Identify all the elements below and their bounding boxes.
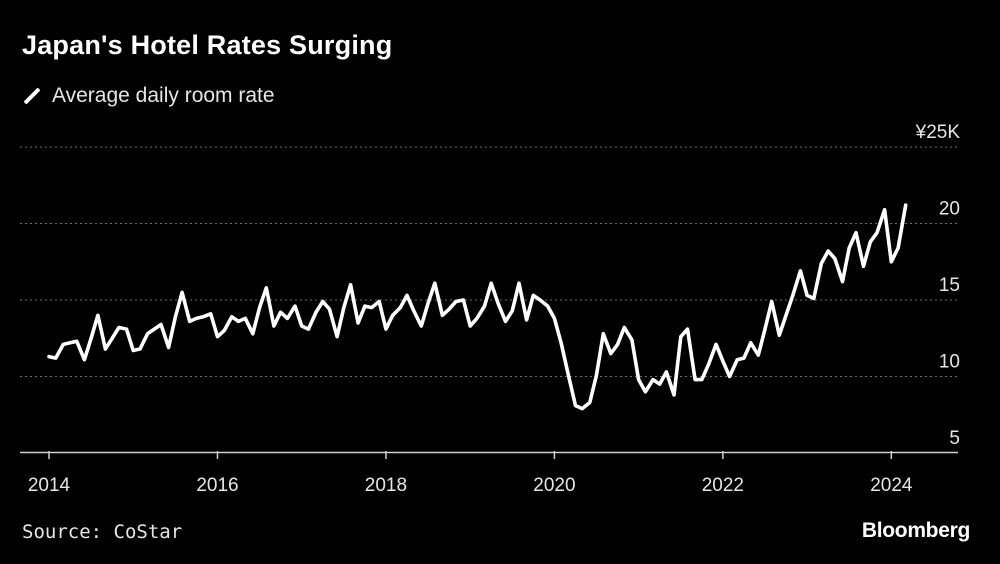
series-line-average-daily-room-rate [47,203,908,411]
x-tick-label: 2024 [870,475,913,496]
x-tick-label: 2018 [365,475,407,496]
y-tick-label: 5 [949,428,960,449]
y-tick-label: ¥25K [915,122,961,143]
legend-label: Average daily room rate [52,84,275,107]
x-tick-label: 2020 [533,475,575,496]
y-tick-label: 20 [939,199,960,220]
x-tick-label: 2014 [28,475,71,496]
y-tick-label: 10 [939,352,960,373]
x-tick-label: 2016 [196,475,238,496]
source-note: Source: CoStar [22,521,183,543]
bloomberg-logo: Bloomberg [861,519,970,542]
y-tick-label: 15 [939,275,960,296]
x-tick-label: 2022 [702,475,744,496]
chart-legend: Average daily room rate [22,84,275,108]
chart-title: Japan's Hotel Rates Surging [22,30,393,60]
